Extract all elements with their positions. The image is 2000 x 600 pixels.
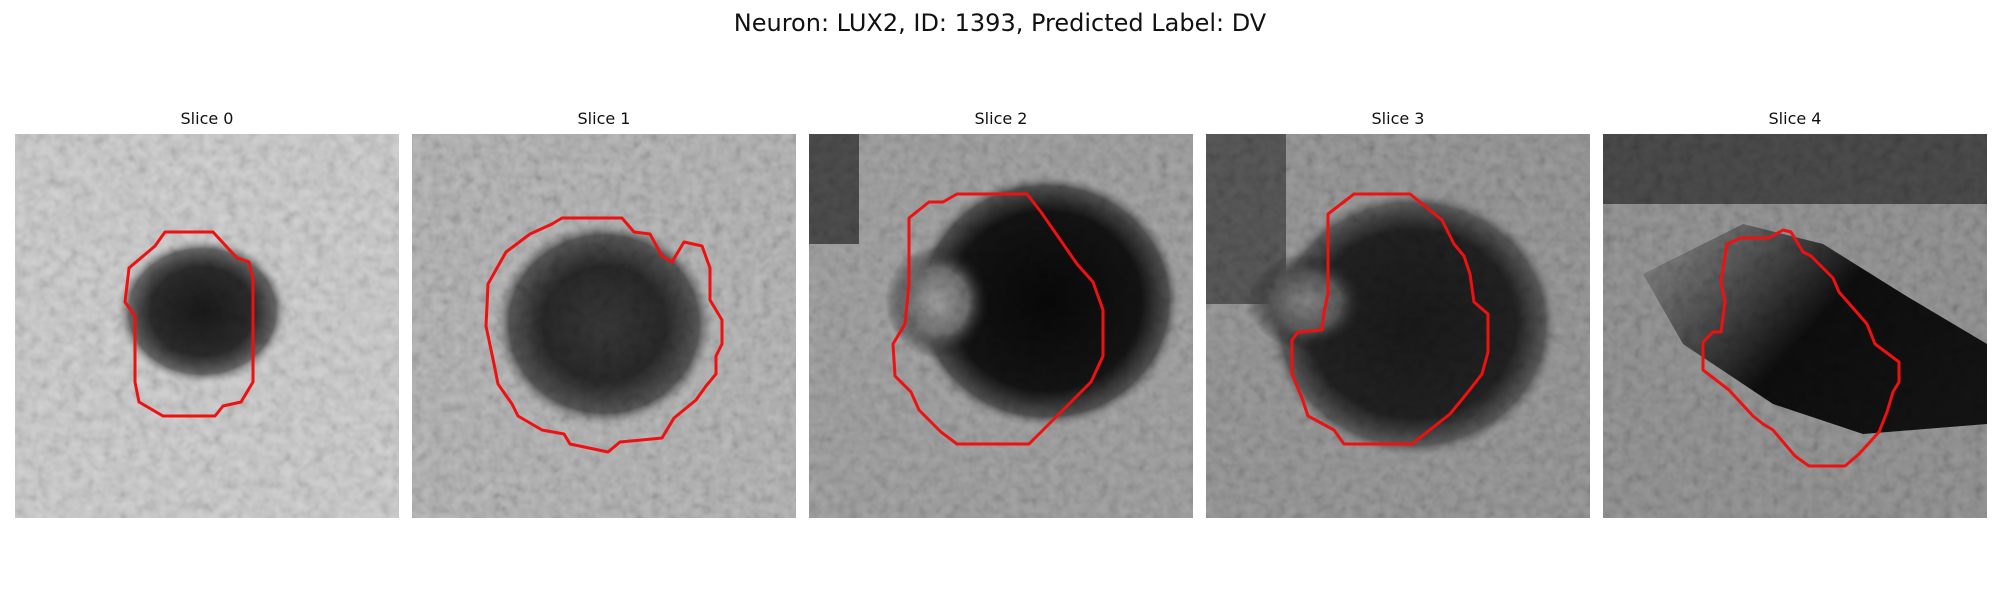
- slice-panel-4: Slice 4: [1603, 108, 1987, 518]
- segmentation-contour-2: [891, 192, 1105, 446]
- segmentation-contour-0: [123, 230, 255, 418]
- segmentation-contour-3: [1290, 192, 1490, 446]
- slice-image-2: [809, 134, 1193, 518]
- slice-panel-2: Slice 2: [809, 108, 1193, 518]
- slice-title-2: Slice 2: [974, 109, 1028, 128]
- segmentation-contour-1: [484, 216, 724, 454]
- slice-title-4: Slice 4: [1768, 109, 1822, 128]
- slice-image-1: [412, 134, 796, 518]
- slice-image-4: [1603, 134, 1987, 518]
- slice-title-3: Slice 3: [1371, 109, 1425, 128]
- slice-panel-3: Slice 3: [1206, 108, 1590, 518]
- figure-title: Neuron: LUX2, ID: 1393, Predicted Label:…: [733, 9, 1267, 37]
- slice-image-3: [1206, 134, 1590, 518]
- slice-title-0: Slice 0: [180, 109, 234, 128]
- slice-panel-0: Slice 0: [15, 108, 399, 518]
- slice-title-1: Slice 1: [577, 109, 631, 128]
- slice-image-0: [15, 134, 399, 518]
- slice-panel-1: Slice 1: [412, 108, 796, 518]
- segmentation-contour-4: [1701, 228, 1901, 468]
